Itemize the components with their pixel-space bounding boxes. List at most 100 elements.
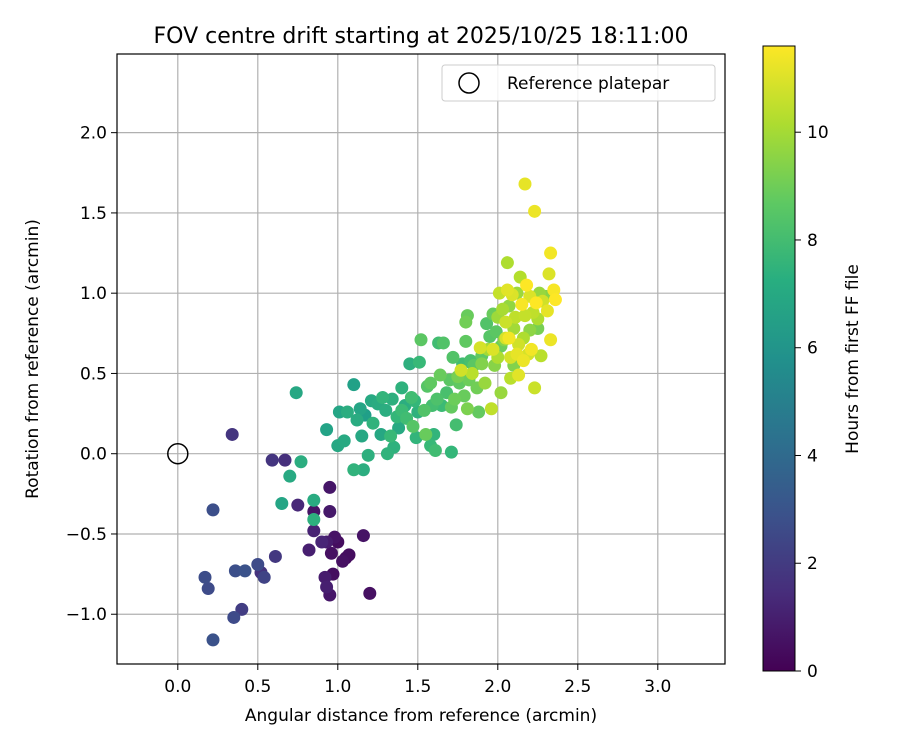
x-tick-label: 2.5 xyxy=(564,677,591,697)
scatter-point xyxy=(419,427,433,441)
x-tick-label: 3.0 xyxy=(644,677,671,697)
x-tick-label: 1.5 xyxy=(404,677,431,697)
scatter-point xyxy=(198,570,212,584)
scatter-point xyxy=(460,402,474,416)
scatter-point xyxy=(307,513,321,527)
colorbar-ticks: 0 2 4 6 8 10 xyxy=(795,123,829,682)
scatter-point xyxy=(433,368,447,382)
colorbar-tick-label: 6 xyxy=(807,339,818,359)
y-tick-label: −1.0 xyxy=(66,605,107,625)
scatter-point xyxy=(548,293,562,307)
scatter-point xyxy=(206,633,220,647)
scatter-point xyxy=(265,453,279,467)
legend-marker xyxy=(458,72,480,94)
legend-label: Reference platepar xyxy=(507,74,669,94)
scatter-point xyxy=(206,503,220,517)
scatter-point xyxy=(502,331,516,345)
scatter-point xyxy=(392,421,406,435)
scatter-point xyxy=(472,405,486,419)
reference-platepar-marker xyxy=(167,442,189,465)
scatter-point xyxy=(278,453,292,467)
scatter-point xyxy=(524,342,538,356)
scatter-point xyxy=(412,355,426,369)
scatter-point xyxy=(350,413,364,427)
scatter-point xyxy=(251,557,265,571)
scatter-point xyxy=(395,381,409,395)
y-tick-label: 0.0 xyxy=(80,445,107,465)
y-tick-label: 1.5 xyxy=(80,204,107,224)
scatter-point xyxy=(518,177,532,191)
scatter-point xyxy=(225,427,239,441)
scatter-point xyxy=(324,546,338,560)
scatter-point xyxy=(307,493,321,507)
scatter-point xyxy=(508,310,522,324)
colorbar-gradient xyxy=(762,45,796,672)
x-tick-label: 2.0 xyxy=(484,677,511,697)
scatter-point xyxy=(489,325,503,339)
scatter-point xyxy=(353,402,367,416)
scatter-point xyxy=(547,283,561,297)
chart-title: FOV centre drift starting at 2025/10/25 … xyxy=(154,24,689,49)
scatter-point xyxy=(363,586,377,600)
scatter-point xyxy=(302,543,316,557)
scatter-point xyxy=(520,278,534,292)
scatter-point xyxy=(376,391,390,405)
y-axis-label: Rotation from reference (arcmin) xyxy=(23,219,43,499)
scatter-point xyxy=(428,444,442,457)
scatter-point xyxy=(385,392,399,406)
colorbar-tick-label: 0 xyxy=(807,662,818,682)
scatter-point xyxy=(528,204,542,218)
scatter-point xyxy=(323,480,337,494)
scatter-point xyxy=(515,297,529,311)
scatter-point xyxy=(414,333,428,347)
scatter-point xyxy=(366,416,380,430)
scatter-point xyxy=(529,296,543,310)
scatter-point xyxy=(544,246,558,260)
scatter-point xyxy=(238,564,252,578)
scatter-point xyxy=(374,427,388,441)
scatter-point xyxy=(449,418,463,432)
scatter-point xyxy=(512,368,526,382)
scatter-point xyxy=(417,403,431,417)
scatter-point xyxy=(465,366,479,380)
scatter-point xyxy=(496,302,510,316)
plot-frame xyxy=(116,53,726,665)
scatter-point xyxy=(512,338,526,352)
scatter-point xyxy=(444,445,458,459)
scatter-point xyxy=(318,570,332,584)
scatter-point xyxy=(544,333,558,347)
scatter-point xyxy=(227,610,241,624)
scatter-point xyxy=(291,498,305,512)
scatter-point xyxy=(484,402,498,416)
scatter-point xyxy=(355,429,369,443)
legend-box xyxy=(441,64,716,102)
y-axis-ticks: −1.0 −0.5 0.0 0.5 1.0 1.5 2.0 xyxy=(66,124,117,625)
colorbar: 0 2 4 6 8 10 Hours from first FF file xyxy=(762,45,863,682)
scatter-point xyxy=(486,342,500,356)
scatter-point xyxy=(459,334,473,348)
x-tick-label: 0.0 xyxy=(164,677,191,697)
scatter-point xyxy=(323,505,337,518)
legend: Reference platepar xyxy=(441,64,716,102)
y-tick-label: 0.5 xyxy=(80,364,107,384)
y-tick-label: 2.0 xyxy=(80,124,107,144)
scatter-point xyxy=(540,304,554,318)
scatter-point xyxy=(283,469,297,483)
scatter-point xyxy=(404,391,418,405)
scatter-point xyxy=(384,429,398,443)
scatter-point xyxy=(320,580,334,594)
scatter-point xyxy=(275,496,289,510)
scatter-point xyxy=(528,381,542,395)
scatter-point xyxy=(201,582,215,596)
x-axis-label: Angular distance from reference (arcmin) xyxy=(245,706,597,726)
scatter-point xyxy=(361,448,375,462)
scatter-point xyxy=(347,463,361,477)
scatter-point xyxy=(380,447,394,461)
x-tick-label: 1.0 xyxy=(324,677,351,697)
scatter-point xyxy=(424,376,438,390)
scatter-point xyxy=(459,315,473,329)
scatter-point xyxy=(473,341,487,355)
scatter-point xyxy=(289,386,303,400)
scatter-point xyxy=(446,350,460,364)
scatter-point xyxy=(542,267,556,281)
